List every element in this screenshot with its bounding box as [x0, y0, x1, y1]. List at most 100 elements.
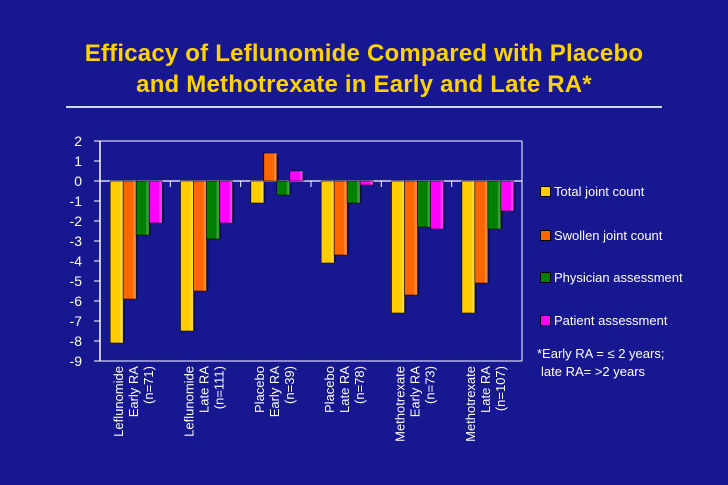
x-tick-label: (n=111): [212, 366, 227, 409]
legend-swatch: [540, 186, 551, 197]
bar-side-shadow: [262, 184, 266, 203]
bar-highlight: [146, 181, 150, 235]
x-tick-label: (n=73): [423, 366, 438, 404]
bar-highlight: [427, 181, 431, 227]
chart-title: Efficacy of Leflunomide Compared with Pl…: [0, 38, 728, 100]
x-tick-label: Late RA: [197, 366, 212, 413]
bar-highlight: [203, 181, 207, 291]
bar-side-shadow: [372, 184, 376, 185]
x-tick-label: Leflunomide: [182, 366, 197, 437]
x-tick-label: (n=78): [352, 366, 367, 404]
bar-highlight: [331, 181, 335, 263]
bar-highlight: [357, 181, 361, 203]
x-tick-label: (n=107): [493, 366, 508, 411]
bar-highlight: [216, 181, 220, 239]
bar-highlight: [401, 181, 405, 313]
bar-highlight: [440, 181, 444, 229]
bar-patient-assessment: [500, 180, 515, 212]
bar-side-shadow: [346, 184, 350, 255]
bar-side-shadow: [416, 184, 420, 295]
bar-side-shadow: [288, 184, 292, 195]
bar-highlight: [133, 181, 137, 299]
bar-highlight: [510, 181, 514, 211]
y-tick-label: -1: [70, 193, 83, 209]
y-tick-label: -5: [70, 273, 83, 289]
x-tick-label: Late RA: [478, 366, 493, 413]
bar-highlight: [299, 171, 303, 181]
bar-side-shadow: [442, 184, 446, 229]
legend-label: Physician assessment: [554, 270, 683, 285]
legend-swatch: [540, 315, 551, 326]
bar-highlight: [414, 181, 418, 295]
chart-title-line2: and Methotrexate in Early and Late RA*: [136, 71, 592, 98]
bar-patient-assessment: [219, 180, 233, 224]
y-tick-label: -4: [70, 253, 83, 269]
x-tick-label: Placebo: [322, 366, 337, 413]
bar-swollen-joint-count: [404, 180, 418, 296]
bar-total-joint-count: [250, 180, 265, 204]
bar-highlight: [484, 181, 488, 283]
legend-swatch: [540, 272, 551, 283]
x-tick-label: Leflunomide: [111, 366, 126, 437]
legend-label: Total joint count: [554, 184, 645, 199]
x-tick-label: (n=71): [141, 366, 156, 404]
bar-side-shadow: [301, 174, 305, 181]
bar-highlight: [497, 181, 501, 229]
legend-swatch: [540, 230, 551, 241]
bar-patient-assessment: [430, 180, 444, 230]
x-tick-label: (n=39): [282, 366, 297, 404]
bar-patient-assessment: [359, 180, 374, 186]
bar-swollen-joint-count: [333, 180, 348, 256]
bar-side-shadow: [512, 184, 516, 211]
x-tick-label: Methotrexate: [463, 366, 478, 442]
legend-item: Physician assessment: [540, 271, 683, 285]
y-tick-label: -8: [70, 333, 83, 349]
y-tick-label: 0: [74, 173, 82, 189]
bar-patient-assessment: [148, 180, 163, 224]
bar-physician-assessment: [276, 180, 291, 196]
title-divider: [66, 106, 662, 108]
bar-patient-assessment: [289, 170, 304, 182]
bar-highlight: [286, 181, 290, 195]
bar-highlight: [344, 181, 348, 255]
bar-swollen-joint-count: [263, 152, 278, 182]
bar-physician-assessment: [346, 180, 361, 204]
y-tick-label: -9: [70, 353, 83, 369]
y-tick-label: -3: [70, 233, 83, 249]
bar-highlight: [370, 181, 374, 185]
legend-item: Swollen joint count: [540, 229, 662, 243]
bar-swollen-joint-count: [474, 180, 489, 284]
bar-highlight: [260, 181, 264, 203]
legend-item: Patient assessment: [540, 314, 667, 328]
bar-side-shadow: [275, 156, 279, 181]
bar-side-shadow: [359, 184, 363, 203]
bar-highlight: [273, 153, 277, 181]
bar-highlight: [190, 181, 194, 331]
legend-item: Total joint count: [540, 185, 644, 199]
footnote: *Early RA = ≤ 2 years; late RA= >2 years: [537, 345, 664, 381]
x-tick-label: Early RA: [267, 366, 282, 418]
y-tick-label: -2: [70, 213, 83, 229]
y-tick-label: 1: [74, 153, 82, 169]
x-tick-label: Late RA: [337, 366, 352, 413]
chart-title-line1: Efficacy of Leflunomide Compared with Pl…: [84, 40, 644, 67]
x-tick-label: Placebo: [252, 366, 267, 413]
footnote-line1: *Early RA = ≤ 2 years;: [537, 346, 665, 361]
bar-side-shadow: [486, 184, 490, 283]
bar-side-shadow: [161, 184, 165, 223]
bar-side-shadow: [231, 184, 235, 223]
y-tick-label: -6: [70, 293, 83, 309]
bar-highlight: [471, 181, 475, 313]
bar-swollen-joint-count: [122, 180, 137, 300]
y-tick-label: 2: [74, 133, 82, 149]
bar-highlight: [159, 181, 163, 223]
bar-highlight: [120, 181, 124, 343]
bar-highlight: [229, 181, 233, 223]
x-tick-label: Methotrexate: [393, 366, 408, 442]
legend-label: Patient assessment: [554, 313, 668, 328]
y-tick-label: -7: [70, 313, 83, 329]
footnote-line2: late RA= >2 years: [541, 364, 646, 379]
bar-side-shadow: [135, 184, 139, 299]
x-tick-label: Early RA: [126, 366, 141, 418]
